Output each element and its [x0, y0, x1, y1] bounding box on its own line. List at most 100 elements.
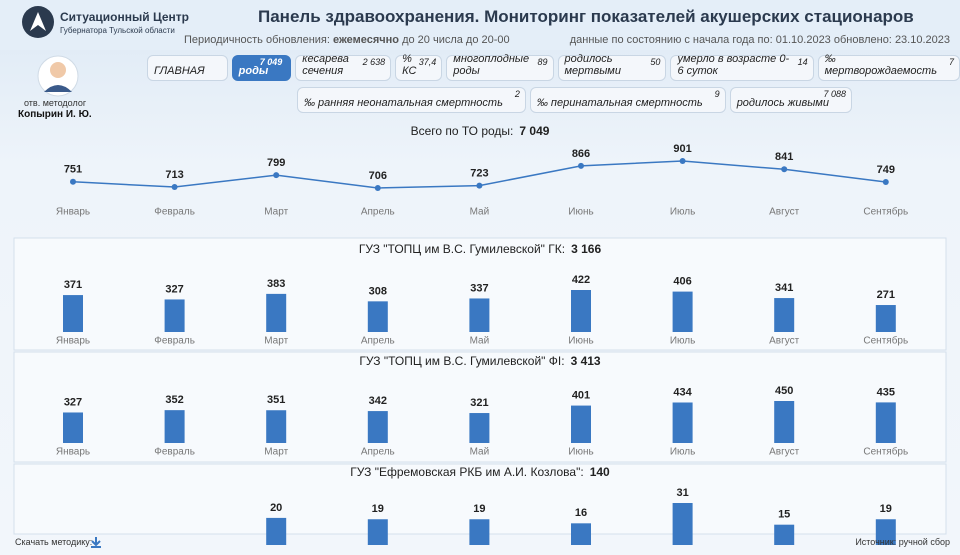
- value-label: 351: [267, 394, 285, 406]
- tab-label: ‰ перинатальная смертность: [536, 97, 703, 109]
- value-label: 383: [267, 278, 285, 290]
- value-label: 901: [673, 143, 691, 155]
- tab-value: 9: [714, 89, 720, 99]
- value-label: 342: [369, 395, 387, 407]
- point: [273, 172, 280, 179]
- value-label: 15: [778, 509, 790, 521]
- tab[interactable]: 2 638 кесарева сечения: [295, 53, 392, 81]
- tab-value: 7: [948, 57, 954, 67]
- x-tick-label: Март: [264, 447, 288, 458]
- point: [374, 185, 381, 191]
- tab[interactable]: ГЛАВНАЯ: [147, 55, 228, 81]
- x-tick-label: Май: [470, 207, 490, 218]
- value-label: 352: [165, 394, 183, 406]
- tab[interactable]: 50 родилось мертвыми: [557, 53, 667, 81]
- tab-value: 2: [514, 89, 520, 99]
- value-label: 19: [372, 503, 384, 515]
- value-label: 337: [470, 282, 488, 294]
- value-label: 713: [165, 169, 183, 181]
- x-tick-label: Апрель: [361, 447, 395, 458]
- x-tick-label: Февраль: [154, 336, 195, 347]
- download-label[interactable]: Скачать методику:: [15, 537, 93, 547]
- tab-label: ‰ мертворождаемость: [824, 53, 937, 77]
- avatar-body: [44, 85, 72, 92]
- periodicity-value: ежемесячно: [333, 34, 400, 46]
- x-tick-label: Апрель: [361, 336, 395, 347]
- bar: [63, 295, 83, 332]
- value-label: 371: [64, 279, 82, 291]
- value-label: 799: [267, 157, 285, 169]
- tab[interactable]: 14 умерло в возрасте 0-6 суток: [670, 53, 814, 81]
- updated-value: 23.10.2023: [894, 34, 950, 46]
- bar: [469, 298, 490, 332]
- bar: [266, 517, 287, 545]
- chart-title-text: Всего по ТО роды:: [411, 124, 514, 138]
- header-band: [0, 0, 960, 50]
- tab[interactable]: 7 049 роды: [231, 55, 292, 81]
- tab-label: родилось живыми: [736, 97, 829, 109]
- methodologist-name: Копырин И. Ю.: [18, 109, 92, 120]
- panel-title: ГУЗ "ТОПЦ им В.С. Гумилевской" ГК: 3 166: [359, 242, 602, 256]
- tab[interactable]: 7 ‰ мертворождаемость: [817, 53, 960, 81]
- tab-value: 50: [650, 57, 661, 67]
- logo-title: Ситуационный Центр: [60, 10, 189, 24]
- x-tick-label: Март: [264, 336, 288, 347]
- value-label: 31: [676, 487, 688, 499]
- value-label: 406: [673, 275, 691, 287]
- tab[interactable]: 2 ‰ ранняя неонатальная смертность: [297, 87, 526, 113]
- tab-label: ‰ ранняя неонатальная смертность: [304, 97, 503, 109]
- tab-value: 14: [797, 57, 808, 67]
- methodologist-role: отв. методолог: [24, 98, 87, 108]
- tab[interactable]: 9 ‰ перинатальная смертность: [529, 87, 726, 113]
- bar: [266, 410, 287, 443]
- tab-label: умерло в возрасте 0-6 суток: [677, 53, 790, 77]
- value-label: 751: [64, 164, 82, 176]
- download-icon[interactable]: [91, 537, 101, 548]
- value-label: 749: [877, 164, 895, 176]
- value-label: 841: [775, 151, 793, 163]
- tab[interactable]: 89 многоплодные роды: [446, 53, 554, 81]
- x-tick-label: Сентябрь: [863, 446, 908, 458]
- x-tick-label: Август: [769, 207, 800, 218]
- x-tick-label: Июль: [670, 207, 696, 218]
- x-tick-label: Август: [769, 447, 800, 458]
- x-tick-label: Сентябрь: [863, 335, 908, 347]
- chart-total: 7 049: [519, 124, 549, 138]
- bar: [164, 299, 185, 332]
- panel-title-text: ГУЗ "Ефремовская РКБ им А.И. Козлова":: [350, 465, 583, 479]
- tab[interactable]: 7 088 родилось живыми: [729, 87, 852, 113]
- periodicity: Периодичность обновления: ежемесячно до …: [184, 34, 510, 46]
- chart-title: Всего по ТО роды: 7 049: [411, 124, 550, 138]
- panel-title-text: ГУЗ "ТОПЦ им В.С. Гумилевской" ГК:: [359, 242, 565, 256]
- bar: [367, 519, 388, 545]
- value-label: 16: [575, 507, 587, 519]
- bar: [571, 290, 591, 332]
- logo-mark: [30, 12, 46, 31]
- tab-label: многоплодные роды: [453, 53, 530, 77]
- tab-row: ГЛАВНАЯ 7 049 роды 2 638 кесарева сечения 37,…: [147, 53, 960, 81]
- source: Источник: ручной сбор: [855, 537, 950, 547]
- point: [171, 184, 178, 191]
- bar: [469, 413, 490, 443]
- tab-label: роды: [238, 65, 269, 77]
- value-label: 271: [877, 289, 895, 301]
- point: [70, 178, 76, 185]
- bar: [875, 519, 896, 545]
- bar: [367, 301, 388, 332]
- panel-title: ГУЗ "ТОПЦ им В.С. Гумилевской" ФI: 3 413: [359, 354, 601, 368]
- bar: [469, 519, 490, 545]
- value-label: 434: [673, 386, 692, 398]
- bar: [164, 410, 185, 443]
- bar: [367, 411, 388, 443]
- panel-title: ГУЗ "Ефремовская РКБ им А.И. Козлова": 14…: [350, 465, 610, 479]
- point: [882, 179, 889, 186]
- updated-label: обновлено:: [833, 34, 892, 46]
- value-label: 866: [572, 148, 590, 160]
- tab-value: 7 088: [823, 89, 846, 99]
- panel-title-text: ГУЗ "ТОПЦ им В.С. Гумилевской" ФI:: [359, 354, 564, 368]
- value-label: 706: [369, 170, 387, 182]
- value-label: 327: [64, 396, 82, 408]
- tab[interactable]: 37,4% КС: [395, 53, 443, 81]
